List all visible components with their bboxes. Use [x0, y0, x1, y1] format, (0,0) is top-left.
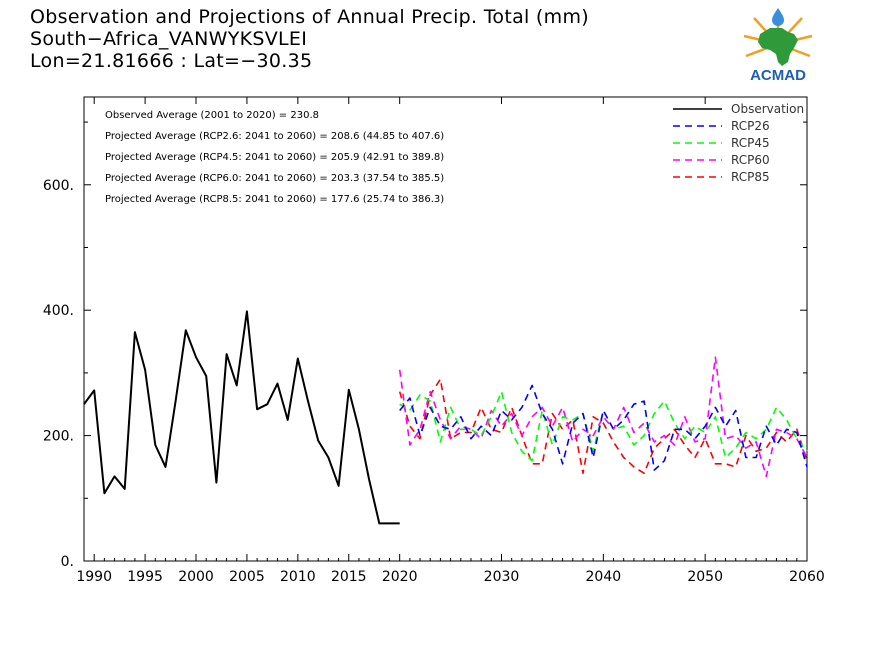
x-tick-label-1: 1995: [127, 569, 163, 585]
stats-annotations: Observed Average (2001 to 2020) = 230.8 P…: [105, 110, 444, 205]
stat-annotation-4: Projected Average (RCP8.5: 2041 to 2060)…: [105, 194, 444, 205]
x-tick-label-5: 2015: [331, 569, 367, 585]
stat-annotation-3: Projected Average (RCP6.0: 2041 to 2060)…: [105, 173, 444, 184]
series-line-observation: [83, 310, 400, 525]
y-tick-label-2: 400.: [43, 303, 74, 319]
axis-ticks: 1990 1995 2000 2005 2010 2015 2020 2030 2040 2050…: [43, 97, 825, 585]
x-tick-label-6: 2020: [382, 569, 418, 585]
x-tick-label-2: 2000: [178, 569, 214, 585]
x-tick-label-3: 2005: [229, 569, 265, 585]
plot-frame: [83, 96, 808, 562]
x-tick-label-7: 2030: [484, 569, 520, 585]
stat-annotation-0: Observed Average (2001 to 2020) = 230.8: [105, 110, 319, 121]
legend: Observation RCP26 RCP45 RCP60 RCP85: [673, 102, 804, 184]
chart-title-block: Observation and Projections of Annual Pr…: [30, 6, 589, 72]
series-line-rcp26: [399, 384, 808, 471]
stat-annotation-1: Projected Average (RCP2.6: 2041 to 2060)…: [105, 131, 444, 142]
logo-text: ACMAD: [750, 67, 806, 84]
x-tick-label-4: 2010: [280, 569, 316, 585]
series-line-rcp60: [398, 356, 808, 478]
y-tick-label-3: 600.: [43, 178, 74, 194]
x-tick-label-10: 2060: [789, 569, 825, 585]
water-drop-icon: [772, 8, 784, 26]
series-lines: [83, 310, 808, 525]
y-tick-label-0: 0.: [61, 554, 74, 570]
station-name: South−Africa_VANWYKSVLEI: [30, 28, 308, 50]
legend-label-rcp85: RCP85: [731, 170, 770, 184]
legend-label-rcp60: RCP60: [731, 153, 770, 167]
series-line-rcp85: [398, 378, 808, 475]
series-line-rcp45: [399, 390, 808, 462]
x-tick-label-8: 2040: [586, 569, 622, 585]
x-tick-label-9: 2050: [687, 569, 723, 585]
legend-label-rcp45: RCP45: [731, 136, 770, 150]
y-tick-label-1: 200.: [43, 429, 74, 445]
x-tick-label-0: 1990: [76, 569, 112, 585]
africa-map-icon: [758, 28, 798, 66]
legend-label-rcp26: RCP26: [731, 119, 770, 133]
acmad-logo: ACMAD: [743, 8, 813, 84]
legend-label-observation: Observation: [731, 102, 804, 116]
station-coordinates: Lon=21.81666 : Lat=−30.35: [30, 50, 313, 72]
chart-title: Observation and Projections of Annual Pr…: [30, 6, 589, 28]
stat-annotation-2: Projected Average (RCP4.5: 2041 to 2060)…: [105, 152, 444, 163]
